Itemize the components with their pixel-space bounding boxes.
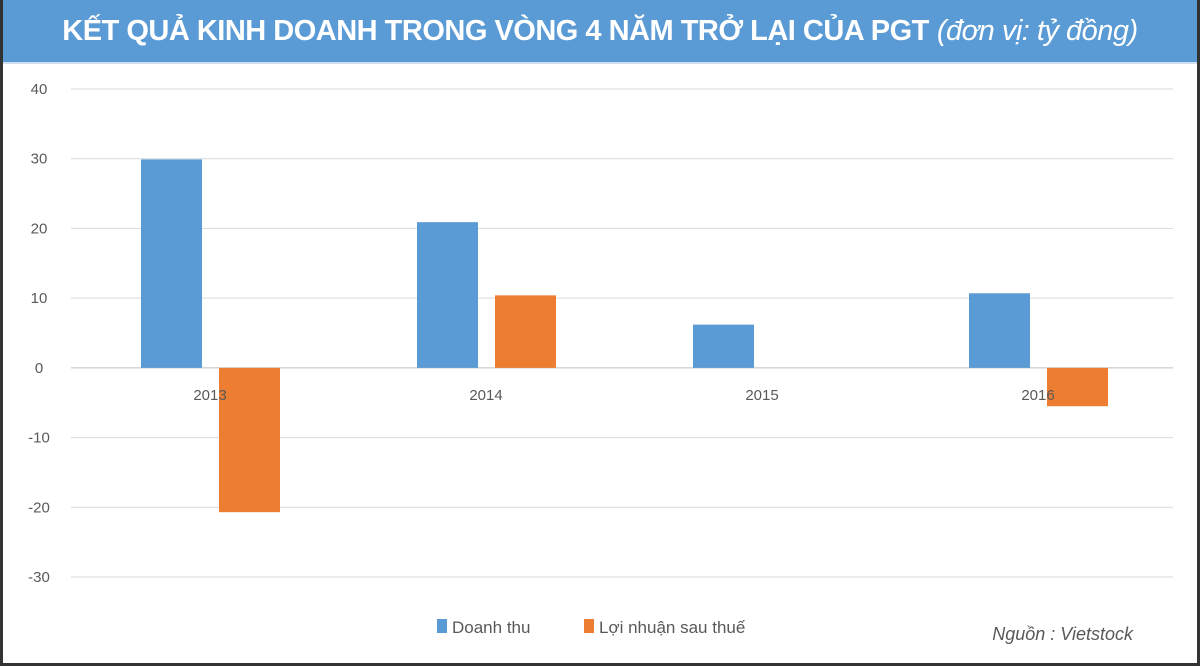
bar-doanh-thu-2016 xyxy=(969,293,1030,368)
bar-doanh-thu-2014 xyxy=(417,222,478,368)
x-tick-label: 2015 xyxy=(745,387,778,404)
chart-title-bar: KẾT QUẢ KINH DOANH TRONG VÒNG 4 NĂM TRỞ … xyxy=(3,0,1197,64)
y-tick-label: -10 xyxy=(28,430,50,447)
y-tick-label: 0 xyxy=(35,360,43,377)
bar-loi-nhuan-2014 xyxy=(495,295,556,368)
bar-loi-nhuan-2013 xyxy=(219,367,280,513)
bar-doanh-thu-2013 xyxy=(141,159,202,368)
y-tick-label: 20 xyxy=(31,220,48,237)
x-tick-label: 2013 xyxy=(193,387,226,404)
y-tick-label: 40 xyxy=(31,81,48,98)
source-note: Nguồn : Vietstock xyxy=(992,624,1134,644)
bar-doanh-thu-2015 xyxy=(693,324,754,368)
chart-title: KẾT QUẢ KINH DOANH TRONG VÒNG 4 NĂM TRỞ … xyxy=(62,14,929,47)
legend-label: Doanh thu xyxy=(452,618,530,637)
chart-subtitle: (đơn vị: tỷ đồng) xyxy=(936,14,1138,47)
bar-chart: 40 30 20 10 0 -10 -20 -30 2013 2014 2015 2016 Doanh … xyxy=(28,81,1173,644)
y-tick-label: -20 xyxy=(28,499,50,516)
bar-loi-nhuan-2016 xyxy=(1047,367,1108,407)
y-tick-label: -30 xyxy=(28,569,50,586)
legend-label: Lợi nhuận sau thuế xyxy=(599,618,746,637)
legend-swatch xyxy=(584,619,594,633)
x-tick-label: 2014 xyxy=(469,387,502,404)
x-tick-label: 2016 xyxy=(1021,387,1054,404)
y-tick-label: 30 xyxy=(31,151,48,168)
legend-swatch xyxy=(437,619,447,633)
y-tick-label: 10 xyxy=(31,290,48,307)
